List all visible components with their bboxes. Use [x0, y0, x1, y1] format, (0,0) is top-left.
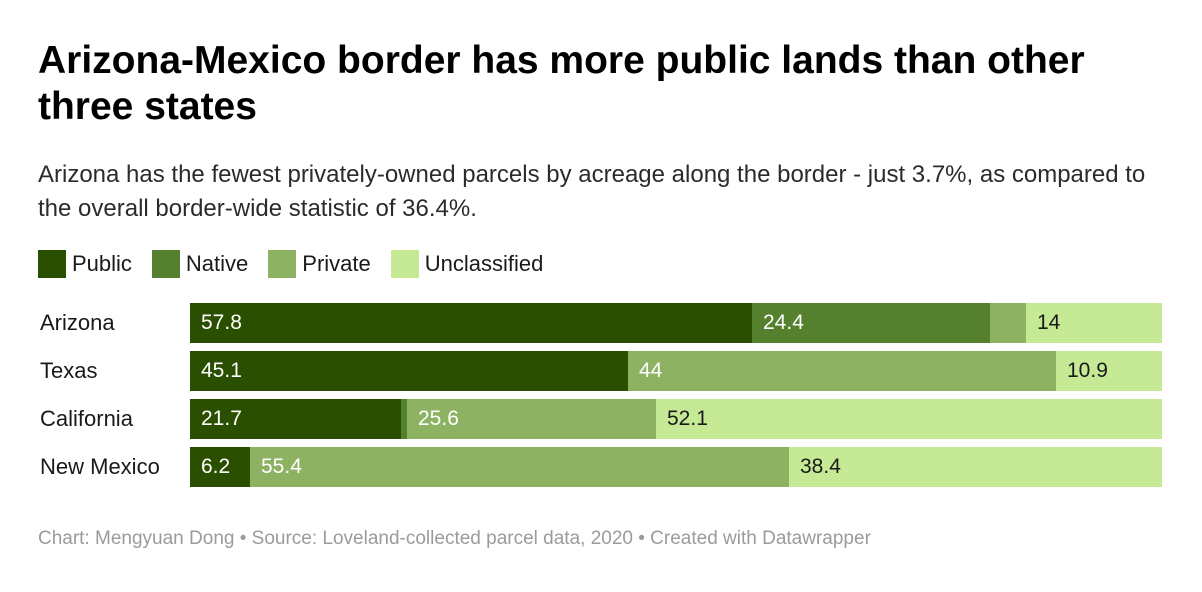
- category-label-california: California: [40, 406, 133, 431]
- bar-row-arizona: Arizona 57.8 24.4 14: [0, 303, 1202, 343]
- bar-segment-texas-public: 45.1: [190, 351, 628, 391]
- category-label-new-mexico: New Mexico: [40, 454, 160, 479]
- bar-segment-arizona-native: 24.4: [752, 303, 990, 343]
- bar-segment-california-public: 21.7: [190, 399, 401, 439]
- legend-item-native: Native: [151, 250, 249, 278]
- legend-label-private: Private: [302, 251, 371, 276]
- legend-swatch-public: [38, 250, 66, 278]
- stacked-bar-texas: 45.1 44 10.9: [190, 351, 1162, 391]
- stacked-bar-california: 21.7 25.6 52.1: [190, 399, 1162, 439]
- legend-swatch-native: [151, 250, 180, 278]
- stacked-bar-arizona: 57.8 24.4 14: [190, 303, 1162, 343]
- data-label-arizona-native: 24.4: [763, 311, 804, 334]
- data-label-new-mexico-public: 6.2: [201, 455, 231, 478]
- legend-item-unclassified: Unclassified: [390, 250, 544, 278]
- chart-subtitle: Arizona has the fewest privately-owned p…: [38, 161, 1146, 222]
- data-label-texas-public: 45.1: [201, 359, 242, 382]
- bar-segment-texas-unclassified: 10.9: [1056, 351, 1162, 391]
- legend-label-unclassified: Unclassified: [424, 251, 544, 276]
- data-label-california-unclassified: 52.1: [667, 407, 708, 430]
- data-label-texas-private: 44: [639, 359, 663, 382]
- data-label-california-private: 25.6: [418, 407, 459, 430]
- legend-item-private: Private: [268, 250, 371, 278]
- category-label-texas: Texas: [40, 358, 98, 383]
- legend-label-native: Native: [185, 251, 249, 276]
- legend-label-public: Public: [72, 251, 132, 276]
- data-label-arizona-unclassified: 14: [1037, 311, 1061, 334]
- data-label-texas-unclassified: 10.9: [1067, 359, 1108, 382]
- legend-swatch-unclassified: [390, 250, 419, 278]
- category-label-arizona: Arizona: [40, 310, 115, 335]
- bar-row-texas: Texas 45.1 44 10.9: [0, 351, 1202, 391]
- bar-segment-arizona-unclassified: 14: [1026, 303, 1162, 343]
- data-label-california-public: 21.7: [201, 407, 242, 430]
- legend-item-public: Public: [38, 250, 132, 278]
- bar-segment-texas-private: 44: [628, 351, 1056, 391]
- bar-segment-new-mexico-public: 6.2: [190, 447, 250, 487]
- data-label-new-mexico-unclassified: 38.4: [800, 455, 841, 478]
- chart-title: Arizona-Mexico border has more public la…: [38, 39, 1085, 128]
- data-label-arizona-public: 57.8: [201, 311, 242, 334]
- bar-segment-arizona-public: 57.8: [190, 303, 752, 343]
- bar-segment-new-mexico-unclassified: 38.4: [789, 447, 1162, 487]
- bar-segment-arizona-private: [990, 303, 1026, 343]
- data-label-new-mexico-private: 55.4: [261, 455, 302, 478]
- bar-segment-california-native: [401, 399, 407, 439]
- bar-segment-new-mexico-private: 55.4: [250, 447, 789, 487]
- bar-segment-california-private: 25.6: [407, 399, 656, 439]
- legend: Public Native Private Unclassified: [38, 249, 563, 279]
- bar-row-new-mexico: New Mexico 6.2 55.4 38.4: [0, 447, 1202, 487]
- bar-row-california: California 21.7 25.6 52.1: [0, 399, 1202, 439]
- stacked-bar-chart: Arizona 57.8 24.4 14 Texas 45.1 44 10.9 Californ…: [0, 303, 1202, 493]
- legend-swatch-private: [268, 250, 297, 278]
- stacked-bar-new-mexico: 6.2 55.4 38.4: [190, 447, 1162, 487]
- bar-segment-california-unclassified: 52.1: [656, 399, 1162, 439]
- chart-footer: Chart: Mengyuan Dong • Source: Loveland-…: [38, 528, 871, 549]
